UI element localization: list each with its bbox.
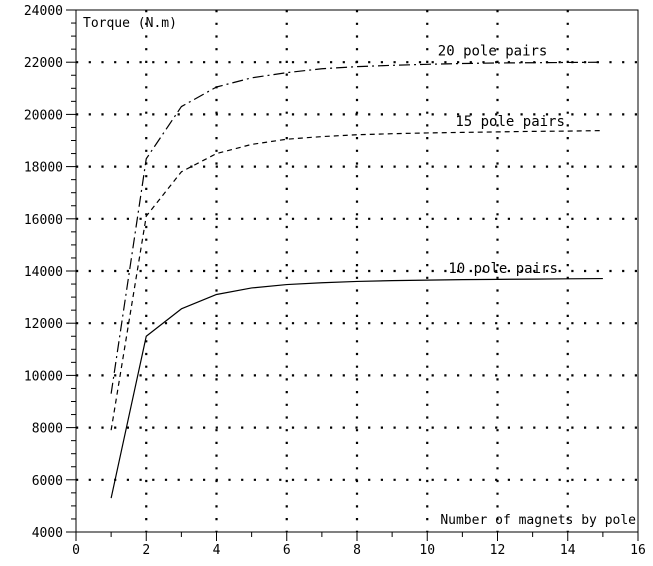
- x-tick-label: 16: [630, 543, 646, 558]
- series-line-20-pole-pairs: [110, 61, 603, 394]
- x-tick-label: 6: [283, 543, 291, 558]
- y-tick-label: 10000: [24, 369, 63, 384]
- axis-labels: Torque (N.m) Number of magnets by pole: [83, 16, 636, 528]
- y-axis-label: Torque (N.m): [83, 16, 177, 31]
- annotation-10-pole-pairs: 10 pole pairs: [448, 261, 558, 277]
- series-lines: [110, 61, 603, 499]
- y-tick-label: 6000: [32, 474, 63, 489]
- y-tick-label: 4000: [32, 526, 63, 541]
- x-tick-label: 10: [419, 543, 435, 558]
- y-tick-label: 20000: [24, 108, 63, 123]
- x-tick-label: 0: [72, 543, 80, 558]
- y-tick-label: 16000: [24, 213, 63, 228]
- x-tick-label: 8: [353, 543, 361, 558]
- axis-ticks: 0 2 4 6 8 10 12 14 16 4000 6000 8000 10000 12000 14000…: [24, 4, 646, 558]
- x-tick-label: 14: [560, 543, 576, 558]
- x-axis-label: Number of magnets by pole: [440, 513, 636, 528]
- y-tick-label: 8000: [32, 422, 63, 437]
- y-tick-label: 22000: [24, 56, 63, 71]
- x-tick-label: 4: [213, 543, 221, 558]
- grid-lines: [76, 10, 638, 532]
- annotation-15-pole-pairs: 15 pole pairs: [455, 114, 565, 130]
- x-tick-label: 2: [142, 543, 150, 558]
- y-tick-label: 12000: [24, 317, 63, 332]
- y-tick-label: 14000: [24, 265, 63, 280]
- y-tick-label: 18000: [24, 161, 63, 176]
- y-tick-label: 24000: [24, 4, 63, 19]
- annotation-20-pole-pairs: 20 pole pairs: [438, 44, 548, 60]
- x-tick-label: 12: [490, 543, 506, 558]
- series-annotations: 20 pole pairs 15 pole pairs 10 pole pair…: [438, 44, 565, 277]
- series-line-10-pole-pairs: [110, 277, 603, 499]
